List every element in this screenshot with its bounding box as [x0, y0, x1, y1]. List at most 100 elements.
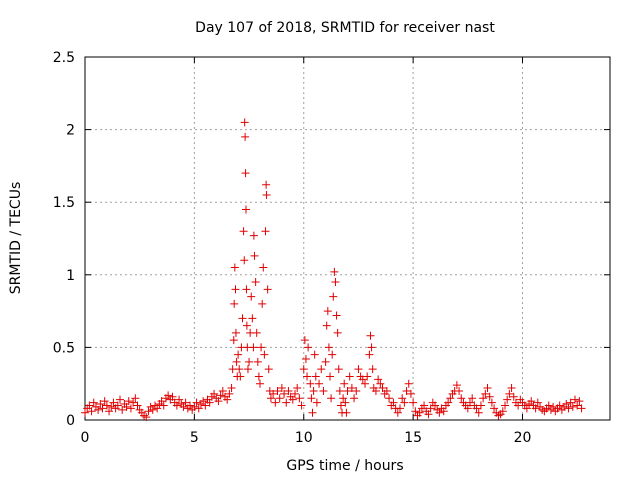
data-point: [415, 408, 424, 417]
data-point: [333, 328, 342, 337]
x-tick-label: 20: [514, 430, 532, 446]
data-point: [444, 398, 453, 407]
data-point: [332, 311, 341, 320]
data-point: [354, 365, 363, 374]
data-point: [368, 365, 377, 374]
y-tick-label: 2: [66, 123, 75, 139]
data-point: [293, 384, 302, 393]
data-point: [426, 404, 435, 413]
data-point: [118, 405, 127, 414]
data-point: [148, 405, 157, 414]
data-point: [230, 299, 239, 308]
data-point: [319, 386, 328, 395]
data-point: [334, 365, 343, 374]
data-point: [549, 402, 558, 411]
data-point: [227, 384, 236, 393]
data-point: [501, 401, 509, 410]
data-point: [282, 398, 291, 407]
data-point: [307, 394, 316, 403]
data-point: [476, 401, 485, 410]
data-point: [363, 372, 372, 381]
data-point: [100, 397, 109, 406]
y-tick-label: 1: [66, 268, 75, 284]
data-point: [343, 386, 352, 395]
data-point: [98, 404, 107, 413]
y-tick-label: 1.5: [53, 195, 75, 211]
data-point: [230, 263, 239, 272]
data-point: [398, 394, 407, 403]
data-point: [577, 404, 586, 413]
data-point: [288, 395, 297, 404]
data-point: [153, 404, 162, 413]
data-point: [131, 394, 140, 403]
data-point: [446, 394, 455, 403]
data-point: [573, 401, 582, 410]
data-point: [81, 408, 89, 417]
data-point: [236, 372, 245, 381]
data-point: [89, 398, 98, 407]
data-point: [331, 278, 340, 287]
data-point: [87, 407, 96, 416]
data-point: [562, 400, 571, 409]
data-point: [181, 398, 190, 407]
data-point: [323, 307, 332, 316]
x-tick-label: 5: [190, 430, 199, 446]
data-point: [257, 343, 266, 352]
data-point: [324, 343, 333, 352]
data-point: [393, 408, 402, 417]
grid-lines: [85, 57, 610, 420]
data-point: [240, 256, 249, 265]
data-point: [249, 231, 258, 240]
y-tick-label: 2.5: [53, 50, 75, 66]
data-point: [94, 405, 103, 414]
data-point: [339, 394, 348, 403]
data-point: [235, 365, 244, 374]
data-point: [297, 401, 306, 410]
data-point: [105, 407, 114, 416]
data-point: [312, 398, 321, 407]
data-point: [533, 398, 542, 407]
x-axis-label: GPS time / hours: [286, 458, 403, 474]
data-point: [271, 398, 280, 407]
data-point: [409, 398, 418, 407]
data-point: [102, 401, 111, 410]
data-point: [107, 402, 116, 411]
data-point: [505, 389, 514, 398]
data-point: [503, 395, 512, 404]
data-point: [157, 397, 166, 406]
data-point: [321, 357, 330, 366]
data-point: [275, 394, 284, 403]
data-point: [345, 372, 354, 381]
data-point: [280, 389, 289, 398]
data-point: [382, 386, 391, 395]
data-point: [352, 386, 361, 395]
data-point: [304, 343, 313, 352]
data-point: [144, 407, 153, 416]
data-point: [376, 379, 385, 388]
data-point: [231, 328, 240, 337]
data-point: [350, 394, 359, 403]
data-point: [463, 404, 472, 413]
data-point: [468, 394, 477, 403]
data-points: [81, 118, 586, 422]
data-point: [242, 205, 250, 214]
data-point: [575, 397, 584, 406]
data-point: [159, 401, 168, 410]
data-point: [273, 386, 282, 395]
data-point: [309, 386, 318, 395]
plot-frame: [84, 56, 611, 421]
data-point: [327, 394, 336, 403]
data-point: [301, 355, 310, 364]
data-point: [242, 285, 251, 294]
data-point: [109, 398, 118, 407]
data-point: [291, 389, 299, 398]
data-point: [472, 404, 481, 413]
data-point: [385, 394, 394, 403]
data-point: [261, 227, 270, 236]
data-point: [192, 398, 201, 407]
y-axis-label: SRMTID / TECUs: [8, 182, 24, 295]
data-point: [507, 384, 516, 393]
data-point: [404, 379, 413, 388]
data-point: [367, 343, 376, 352]
